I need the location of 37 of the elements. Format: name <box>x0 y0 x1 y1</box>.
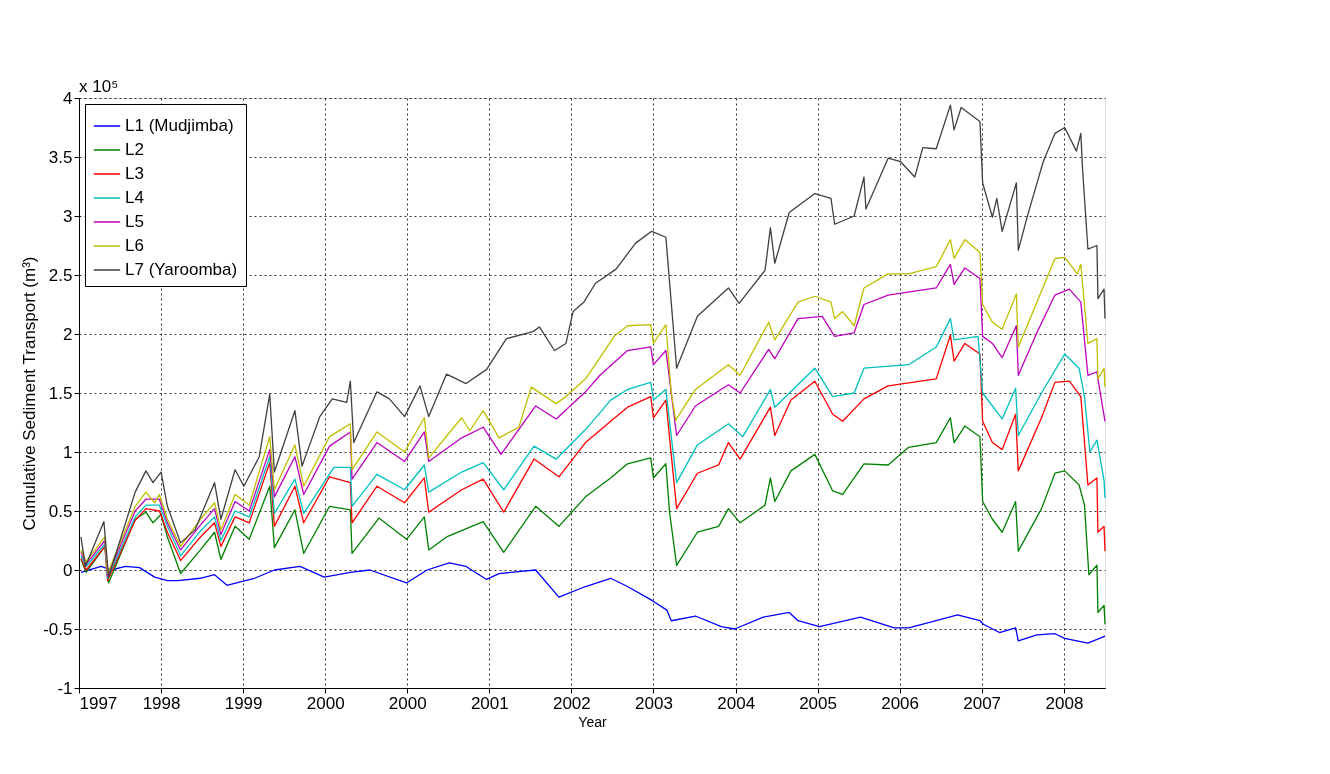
y-tick-label: 3.5 <box>48 147 73 167</box>
text: x 10⁵ <box>79 77 119 96</box>
legend-label: L4 <box>125 188 144 207</box>
y-tick-label: 1 <box>63 442 73 462</box>
x-tick-label: 2002 <box>552 693 591 713</box>
x-tick-label: 2003 <box>635 693 673 713</box>
x-tick-label: 2008 <box>1045 693 1084 713</box>
legend-label: L3 <box>125 164 144 183</box>
x-tick-label: 2000 <box>388 693 427 713</box>
line-series <box>80 417 1106 625</box>
x-tick-label: 1998 <box>142 693 181 713</box>
x-tick-label: 1999 <box>224 693 263 713</box>
y-tick-label: 2.5 <box>48 265 73 285</box>
line-series <box>80 104 1106 578</box>
legend-label: L1 (Mudjimba) <box>125 116 234 135</box>
y-tick-label: -0.5 <box>43 619 73 639</box>
legend-label: L5 <box>125 212 144 231</box>
x-tick-label: 2004 <box>717 693 756 713</box>
x-tick-label: 2000 <box>306 693 345 713</box>
y-tick-label: 0.5 <box>48 501 73 521</box>
x-axis-title: Year <box>578 713 607 730</box>
y-tick-label: 0 <box>63 560 73 580</box>
y-tick-label: 3 <box>63 206 73 226</box>
legend-label: L7 (Yaroomba) <box>125 260 238 279</box>
x-tick-label: 2005 <box>799 693 837 713</box>
x-tick-label: 2001 <box>470 693 509 713</box>
x-tick-label: 1997 <box>79 693 118 713</box>
y-tick-label: -1 <box>57 678 73 698</box>
y-tick-label: 1.5 <box>48 383 73 403</box>
line-series <box>80 562 1106 644</box>
y-tick-label: 4 <box>63 88 73 108</box>
y-axis-title: Cumulative Sediment Transport (m³) <box>20 256 40 531</box>
legend-label: L2 <box>125 140 144 159</box>
legend-label: L6 <box>125 236 144 255</box>
x-tick-label: 2007 <box>963 693 1002 713</box>
x-tick-label: 2006 <box>881 693 920 713</box>
y-tick-label: 2 <box>63 324 73 344</box>
